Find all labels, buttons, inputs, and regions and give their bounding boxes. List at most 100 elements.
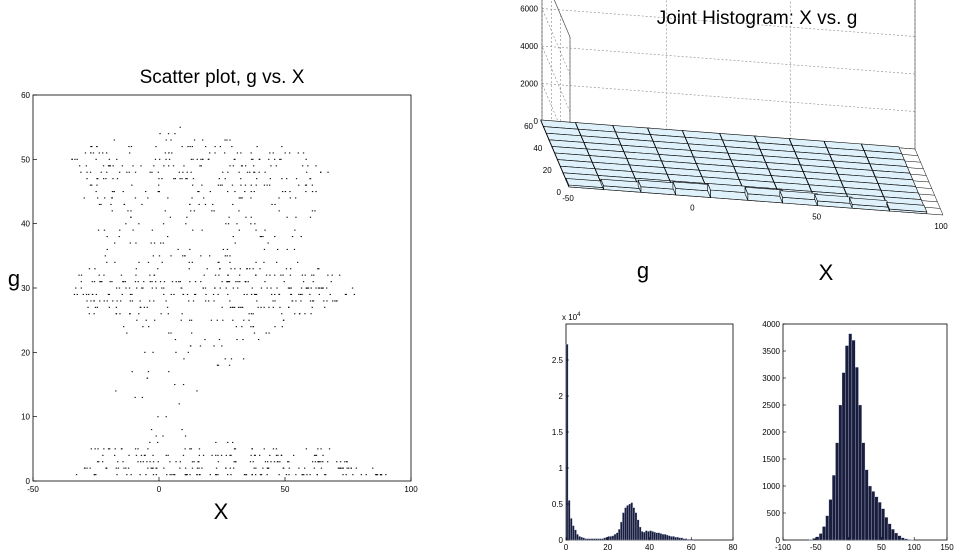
- hist-bar: [845, 345, 849, 541]
- scatter-point: [305, 448, 307, 450]
- scatter-point: [168, 152, 170, 154]
- scatter-point: [239, 274, 241, 276]
- scatter-point: [193, 139, 196, 141]
- scatter-point: [185, 223, 187, 225]
- scatter-point: [134, 281, 137, 283]
- scatter-point: [208, 158, 210, 160]
- scatter-point: [274, 274, 276, 276]
- scatter-point: [241, 165, 243, 167]
- scatter-point: [190, 158, 192, 160]
- scatter-point: [174, 133, 176, 135]
- hist-bar: [609, 536, 613, 541]
- scatter-point: [170, 332, 172, 334]
- scatter-point: [187, 146, 189, 148]
- scatter-point: [199, 165, 201, 167]
- hist-bar: [897, 535, 902, 541]
- scatter-point: [179, 461, 181, 463]
- scatter-point: [80, 171, 82, 173]
- hist-bar: [881, 508, 885, 541]
- scatter-point: [275, 448, 278, 450]
- scatter-point: [291, 300, 293, 302]
- scatter-point: [106, 248, 108, 250]
- scatter-point: [315, 287, 317, 289]
- scatter-point: [346, 461, 348, 463]
- hist-bar: [611, 535, 615, 541]
- scatter-point: [113, 139, 115, 141]
- scatter-point: [124, 281, 126, 283]
- scatter-point: [288, 467, 290, 469]
- scatter-point: [258, 171, 260, 173]
- hist-bar: [572, 525, 575, 541]
- scatter-point: [96, 178, 98, 180]
- scatter-point: [147, 261, 150, 263]
- scatter-point: [158, 191, 160, 193]
- scatter-point: [213, 345, 215, 347]
- scatter-point: [295, 216, 297, 218]
- scatter-point: [168, 371, 170, 373]
- scatter-point: [147, 448, 149, 450]
- scatter-point: [277, 454, 279, 456]
- scatter-point: [241, 326, 243, 328]
- scatter-point: [143, 454, 146, 456]
- scatter-point: [161, 261, 163, 263]
- scatter-point: [253, 171, 255, 173]
- hist-x-tick-label: -50: [810, 543, 822, 552]
- scatter-point: [255, 184, 257, 186]
- scatter-point: [255, 467, 257, 469]
- scatter-point: [184, 435, 187, 437]
- scatter-point: [272, 152, 274, 154]
- joint-x-label: X: [819, 260, 834, 285]
- scatter-point: [224, 358, 226, 360]
- scatter-point: [96, 184, 98, 186]
- scatter-point: [151, 281, 153, 283]
- scatter-point: [184, 448, 186, 450]
- joint-grid-line: [541, 45, 916, 75]
- hist-bar: [624, 507, 627, 541]
- scatter-point: [197, 461, 199, 463]
- scatter-y-tick-label: 30: [21, 284, 30, 293]
- scatter-point: [83, 197, 85, 199]
- scatter-point: [164, 210, 166, 212]
- scatter-point: [131, 293, 133, 295]
- scatter-point: [138, 313, 140, 315]
- hist-bar: [884, 517, 889, 541]
- scatter-point: [145, 319, 147, 321]
- joint-x-tick-label: -50: [562, 194, 574, 203]
- hist-bar: [595, 538, 598, 541]
- scatter-point: [313, 467, 315, 469]
- hist-bar: [655, 532, 659, 541]
- scatter-point: [97, 197, 99, 199]
- scatter-point: [209, 191, 211, 193]
- joint-z-tick-label: 2000: [520, 80, 538, 89]
- scatter-point: [290, 293, 292, 295]
- scatter-point: [140, 165, 142, 167]
- scatter-point: [173, 293, 175, 295]
- scatter-point: [130, 210, 132, 212]
- scatter-point: [250, 223, 252, 225]
- scatter-point: [171, 281, 174, 283]
- scatter-point: [312, 300, 315, 302]
- hist-bar: [620, 521, 623, 541]
- scatter-point: [196, 390, 198, 392]
- scatter-point: [98, 203, 101, 205]
- scatter-point: [151, 467, 153, 469]
- scatter-point: [250, 197, 252, 199]
- hist-bar: [588, 538, 592, 541]
- scatter-point: [254, 223, 256, 225]
- scatter-point: [330, 281, 332, 283]
- scatter-point: [134, 197, 137, 199]
- scatter-point: [312, 281, 314, 283]
- hist-bar: [638, 526, 642, 541]
- scatter-point: [255, 274, 257, 276]
- scatter-point: [108, 306, 110, 308]
- scatter-point: [165, 416, 167, 418]
- hist-y-tick-label: 2000: [762, 428, 780, 437]
- scatter-point: [217, 293, 219, 295]
- scatter-point: [136, 287, 138, 289]
- scatter-point: [153, 274, 155, 276]
- scatter-point: [232, 319, 234, 321]
- hist-bar: [809, 539, 813, 541]
- hist-bar: [682, 538, 686, 541]
- scatter-point: [114, 261, 116, 263]
- hist-y-tick-label: 1000: [762, 482, 780, 491]
